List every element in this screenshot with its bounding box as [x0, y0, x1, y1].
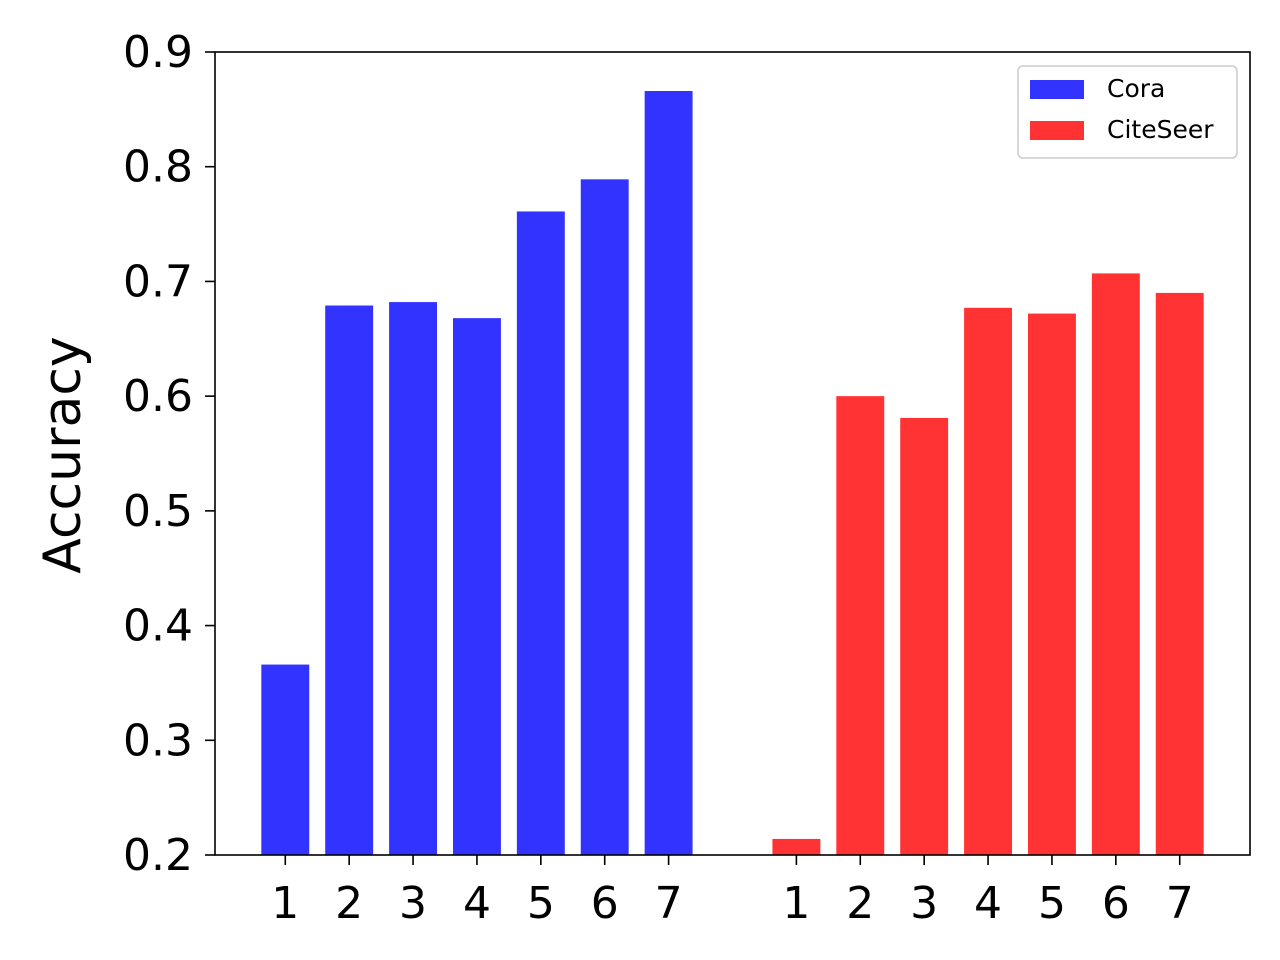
y-tick-label: 0.7 — [123, 256, 193, 307]
bar-cora-5 — [516, 211, 565, 855]
x-tick-label: 6 — [591, 878, 619, 929]
bar-cora-6 — [580, 179, 629, 855]
x-tick-label: 7 — [655, 878, 683, 929]
bar-citeseer-6 — [1091, 273, 1140, 855]
y-tick-label: 0.5 — [123, 486, 193, 537]
y-tick-label: 0.3 — [123, 715, 193, 766]
bar-citeseer-3 — [900, 417, 949, 855]
x-tick-label: 5 — [527, 878, 555, 929]
bar-cora-2 — [325, 305, 374, 855]
x-tick-label: 4 — [974, 878, 1002, 929]
x-tick-label: 3 — [910, 878, 938, 929]
y-tick-label: 0.6 — [123, 371, 193, 422]
legend-label-cora: Cora — [1107, 74, 1165, 103]
legend: Cora CiteSeer — [1017, 65, 1238, 159]
bar-citeseer-1 — [772, 838, 821, 855]
bar-cora-3 — [389, 302, 438, 856]
bar-citeseer-2 — [836, 396, 885, 855]
bar-cora-7 — [644, 91, 693, 855]
x-tick-label: 6 — [1102, 878, 1130, 929]
x-tick-label: 5 — [1038, 878, 1066, 929]
bar-cora-4 — [452, 318, 501, 855]
bar-cora-1 — [261, 664, 310, 855]
legend-label-citeseer: CiteSeer — [1107, 115, 1214, 144]
bar-citeseer-5 — [1027, 313, 1076, 855]
bars-layer — [261, 91, 1204, 856]
y-tick-label: 0.9 — [123, 27, 193, 78]
bar-citeseer-4 — [964, 307, 1013, 855]
x-tick-label: 2 — [846, 878, 874, 929]
legend-swatch-citeseer — [1030, 121, 1084, 140]
x-tick-label: 3 — [399, 878, 427, 929]
y-axis-label: Accuracy — [33, 336, 93, 573]
legend-swatch-cora — [1030, 80, 1084, 99]
x-tick-label: 7 — [1166, 878, 1194, 929]
y-axis: 0.2 0.3 0.4 0.5 0.6 0.7 0.8 0.9 — [123, 27, 215, 881]
x-tick-label: 4 — [463, 878, 491, 929]
plot-area-frame — [214, 51, 1251, 856]
x-tick-label: 2 — [335, 878, 363, 929]
y-tick-label: 0.2 — [123, 830, 193, 881]
bar-citeseer-7 — [1155, 292, 1204, 855]
y-tick-label: 0.8 — [123, 142, 193, 193]
y-tick-label: 0.4 — [123, 601, 193, 652]
x-tick-label: 1 — [271, 878, 299, 929]
x-tick-label: 1 — [782, 878, 810, 929]
